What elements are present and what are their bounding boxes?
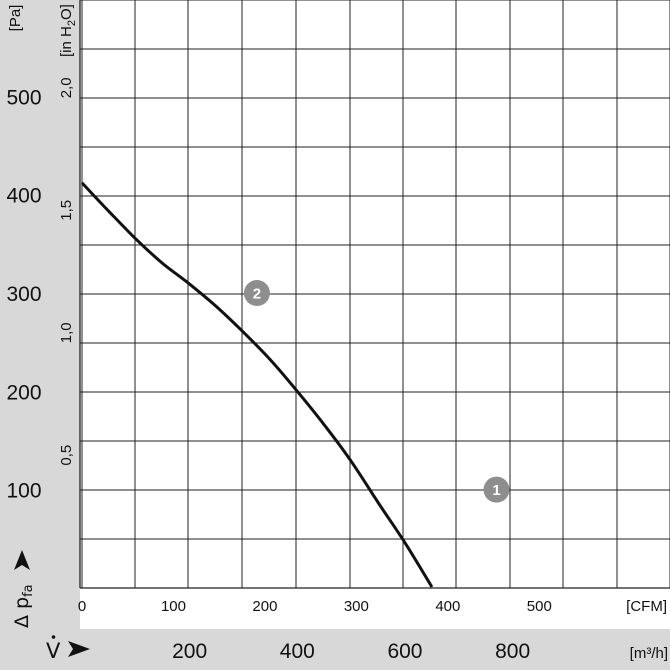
y-axis-symbol: Δ pfa xyxy=(11,550,36,628)
y-tick-label-pa: 100 xyxy=(6,480,41,503)
y-tick-label-pa: 400 xyxy=(6,185,41,208)
x-axis-symbol: V xyxy=(46,639,61,663)
x-unit-m3h: [m³/h] xyxy=(630,645,668,662)
y-unit-pa: [Pa] xyxy=(7,5,24,32)
y-tick-label-inh2o: 0,5 xyxy=(58,445,75,466)
curve-layer xyxy=(80,181,434,588)
y-axis-arrow-icon xyxy=(14,550,30,570)
x-tick-label-cfm: 400 xyxy=(435,598,460,615)
operating-point-marker: 2 xyxy=(243,280,270,307)
operating-point-marker: 1 xyxy=(483,476,510,503)
y-tick-label-inh2o: 2,0 xyxy=(58,77,75,98)
x-tick-label-cfm: 200 xyxy=(252,598,277,615)
y-tick-label-inh2o: 1,0 xyxy=(58,322,75,343)
x-axis-arrow-icon xyxy=(68,641,90,657)
x-symbol-dot xyxy=(51,635,56,639)
x-tick-label-m3h: 800 xyxy=(495,640,530,663)
grid xyxy=(79,0,670,589)
y-tick-label-pa: 500 xyxy=(6,86,41,109)
axis-labels: 100 200 300 400 500 [Pa] 0,5 1,0 1,5 2,0 [in H2O] Δ… xyxy=(6,4,668,663)
fan-curve-line xyxy=(80,181,434,588)
x-tick-label-m3h: 600 xyxy=(387,640,422,663)
x-unit-cfm: [CFM] xyxy=(626,598,667,615)
operating-point-circle xyxy=(243,280,270,307)
x-tick-label-cfm: 100 xyxy=(161,598,186,615)
x-tick-label-cfm: 500 xyxy=(527,598,552,615)
operating-point-label: 1 xyxy=(492,482,500,499)
y-tick-label-pa: 300 xyxy=(6,283,41,306)
y-symbol-text: Δ pfa xyxy=(11,584,36,628)
cfm-axis-band xyxy=(80,588,670,629)
x-tick-label-m3h: 400 xyxy=(280,640,315,663)
y-unit-inh2o: [in H2O] xyxy=(58,4,78,57)
operating-point-label: 2 xyxy=(253,286,261,303)
left-axis-panel xyxy=(0,0,80,670)
bottom-axis-panel xyxy=(0,629,670,670)
operating-point-circle xyxy=(483,476,510,503)
y-tick-label-pa: 200 xyxy=(6,381,41,404)
x-tick-label-cfm: 300 xyxy=(344,598,369,615)
y-tick-label-inh2o: 1,5 xyxy=(58,200,75,221)
x-tick-label-cfm: 0 xyxy=(78,598,86,615)
x-tick-label-m3h: 200 xyxy=(172,640,207,663)
marker-layer: 12 xyxy=(243,280,510,503)
